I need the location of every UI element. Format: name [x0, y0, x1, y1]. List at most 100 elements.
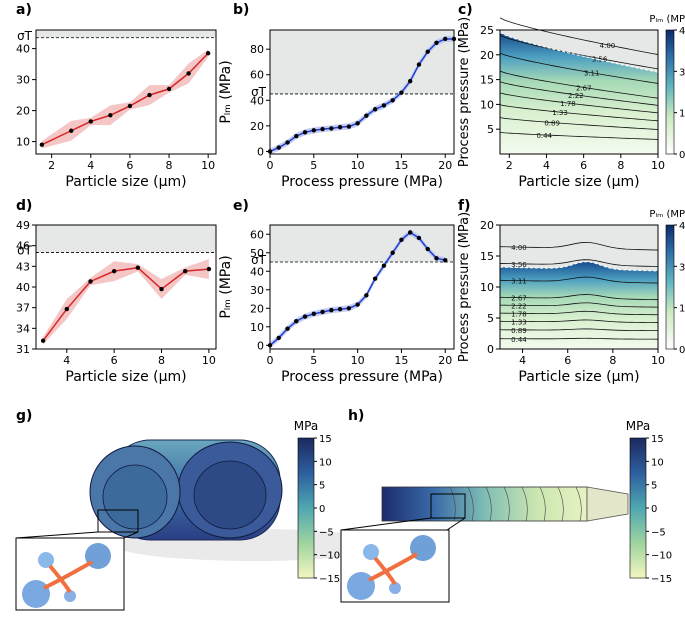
colorbar-tick-label: −10 [319, 551, 340, 562]
colorbar-title: Pₗₘ (MPa) [649, 14, 685, 25]
panel-7: h) [340, 408, 629, 603]
x-tick-label: 10 [202, 354, 216, 367]
x-axis-label: Particle size (μm) [518, 174, 639, 190]
panel-label: g) [16, 408, 32, 424]
contour-label: 3.11 [511, 278, 527, 286]
screw-flight [539, 486, 546, 522]
colorbar-tick-label: 0 [319, 504, 325, 515]
colorbar-tick-label: 10 [651, 457, 664, 468]
colorbar-title: MPa [626, 419, 650, 433]
colorbar-tick-label: 15 [679, 109, 685, 120]
y-tick-label: 0 [487, 343, 494, 356]
x-axis-label: Process pressure (MPa) [281, 174, 443, 190]
contour-label: 2.67 [576, 84, 592, 92]
contour-label: 3.56 [511, 261, 527, 269]
x-axis-label: Particle size (μm) [518, 369, 639, 385]
contour-label: 1.33 [552, 109, 568, 117]
colorbar-tick-label: 10 [319, 457, 332, 468]
data-point [434, 40, 439, 45]
data-point [337, 124, 343, 130]
x-tick-label: 4 [519, 354, 526, 367]
colorbar [629, 437, 647, 579]
data-point [111, 268, 117, 274]
data-point [390, 98, 395, 103]
colorbar [297, 437, 315, 579]
data-point [147, 92, 152, 98]
colorbar-tick-label: 45 [679, 26, 685, 37]
y-tick-label: 20 [480, 49, 494, 62]
colorbar-tick-label: 15 [651, 434, 664, 445]
x-tick-label: 15 [394, 354, 408, 367]
threshold-boundary [499, 261, 659, 272]
data-point [276, 335, 281, 341]
panel-label: d) [16, 198, 32, 214]
screw-flight [485, 486, 492, 522]
data-point [320, 126, 325, 132]
contour-line [499, 17, 659, 55]
panel-4: e) σT Pₗₘ (MPa) 0 5 10 15 20 0 10 20 30 40 50 60 Proces… [218, 198, 455, 385]
y-tick-label: 34 [16, 322, 30, 335]
y-tick-label: 10 [16, 136, 30, 149]
data-point [329, 126, 334, 131]
data-point [39, 142, 45, 147]
data-point [302, 130, 308, 135]
y-tick-label: 37 [16, 302, 30, 315]
data-point [346, 124, 352, 129]
data-point [183, 268, 188, 274]
zoom-line [15, 531, 99, 539]
y-tick-label: 25 [480, 24, 494, 37]
screw-flight [521, 486, 528, 522]
colorbar-tick-label: 0 [651, 504, 657, 515]
contour-label: 1.33 [511, 318, 527, 326]
screw-flight [575, 486, 582, 522]
y-axis-label: Pₗₘ (MPa) [218, 60, 234, 123]
colorbar-tick-label: 5 [651, 481, 657, 492]
zoom-line [340, 517, 432, 531]
colorbar-tick-label: −15 [319, 574, 340, 585]
panel-label: c) [458, 2, 473, 18]
colorbar-tick-label: −5 [319, 527, 334, 538]
y-tick-label: 40 [16, 281, 30, 294]
heat-field [500, 261, 658, 349]
zoom-line [123, 531, 139, 539]
contour-label: 3.56 [592, 56, 608, 64]
x-tick-label: 6 [564, 354, 571, 367]
data-point [407, 78, 413, 84]
right-rotor [193, 460, 267, 530]
data-point [364, 293, 369, 298]
data-point [416, 235, 422, 241]
colorbar-tick-label: −10 [651, 551, 672, 562]
screw-flight [503, 486, 510, 522]
y-tick-label: 49 [16, 219, 30, 232]
colorbar-tick-label: 5 [319, 481, 325, 492]
data-point [355, 121, 360, 126]
contour-label: 3.11 [584, 70, 600, 78]
contour-label: 1.78 [560, 100, 576, 108]
colorbar-tick-label: 0 [679, 150, 685, 161]
data-point [127, 103, 133, 109]
x-tick-label: 8 [158, 354, 165, 367]
bond-bridge [368, 552, 418, 586]
y-axis-label: Pₗₘ (MPa) [218, 255, 234, 318]
y-tick-label: 60 [250, 69, 264, 82]
colorbar [665, 224, 675, 350]
data-point [399, 237, 404, 243]
contour-line [499, 81, 659, 106]
data-point [205, 51, 211, 56]
x-tick-label: 10 [201, 159, 215, 172]
colorbar-tick-label: 15 [319, 434, 332, 445]
colorbar-title: Pₗₘ (MPa) [649, 209, 685, 220]
data-point [159, 286, 164, 292]
data-point [320, 309, 325, 315]
data-point [425, 49, 430, 54]
zoom-box [430, 493, 466, 519]
contour-line [499, 34, 659, 70]
left-rotor [102, 464, 168, 530]
data-point [425, 246, 430, 252]
data-point [337, 307, 343, 312]
panel-1: b) σT Pₗₘ (MPa) 0 5 10 15 20 0 20 40 60 80 Process pr… [218, 2, 457, 190]
panel-label: h) [348, 408, 364, 424]
colorbar-tick-label: 45 [679, 221, 685, 232]
